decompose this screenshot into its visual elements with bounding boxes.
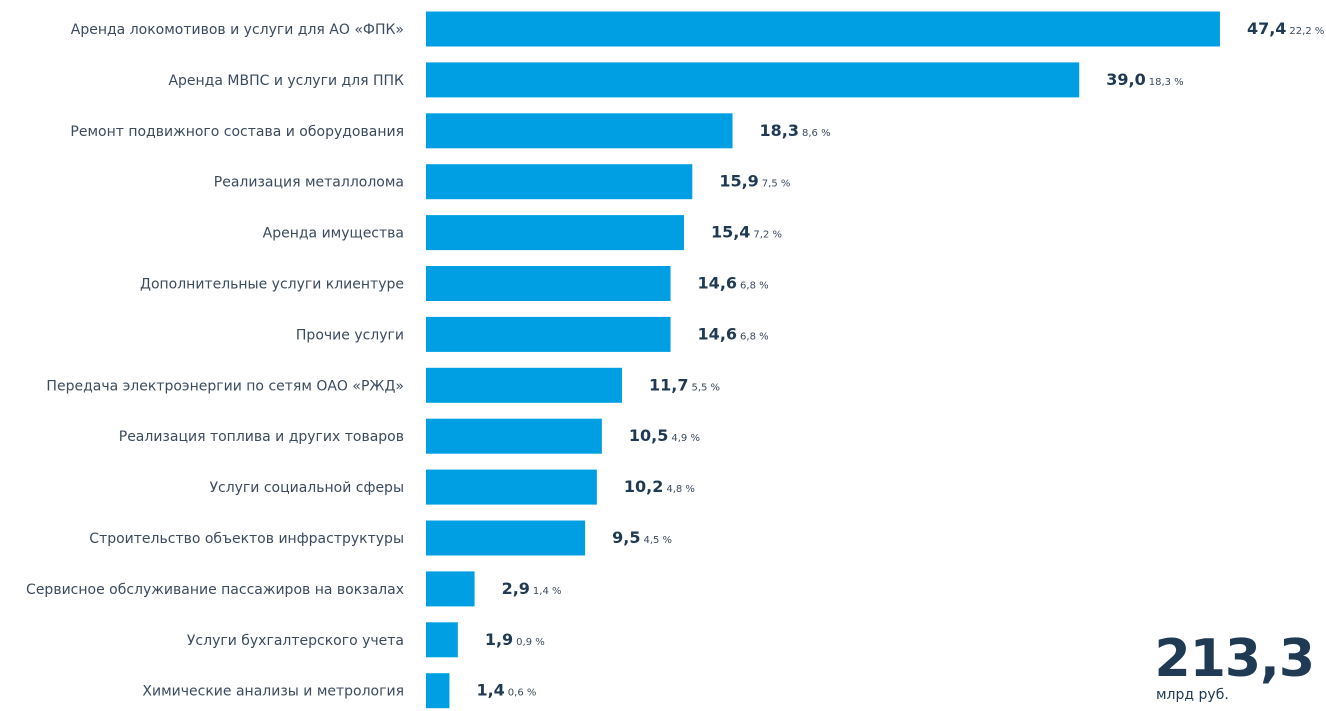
category-label: Сервисное обслуживание пассажиров на вок… [26, 582, 404, 598]
category-label: Реализация металлолома [214, 175, 404, 191]
category-label: Услуги бухгалтерского учета [187, 633, 404, 649]
percent-label: 0,6 % [508, 688, 537, 699]
value-label: 2,9 [502, 579, 530, 598]
data-label: 14,6 6,8 % [698, 324, 769, 343]
bar [426, 418, 602, 454]
bar [426, 62, 1080, 98]
value-label: 1,4 [476, 681, 504, 700]
data-label: 1,9 0,9 % [485, 630, 545, 649]
value-label: 15,9 [719, 172, 758, 191]
bar [426, 11, 1220, 47]
percent-label: 4,8 % [666, 484, 695, 495]
category-label: Реализация топлива и других товаров [119, 429, 404, 445]
percent-label: 5,5 % [691, 382, 720, 393]
percent-label: 0,9 % [516, 637, 545, 648]
data-label: 14,6 6,8 % [698, 274, 769, 293]
category-label: Услуги социальной сферы [209, 480, 404, 496]
bar [426, 316, 671, 352]
value-label: 18,3 [760, 121, 799, 140]
category-label: Строительство объектов инфраструктуры [89, 531, 404, 547]
category-label: Аренда локомотивов и услуги для АО «ФПК» [71, 22, 404, 38]
data-label: 9,5 4,5 % [612, 528, 672, 547]
data-label: 11,7 5,5 % [649, 375, 720, 394]
total-unit: млрд руб. [1156, 687, 1229, 703]
data-label: 39,0 18,3 % [1106, 70, 1183, 89]
bar [426, 113, 733, 149]
category-label: Аренда имущества [263, 226, 404, 242]
bar [426, 622, 458, 658]
bar [426, 164, 693, 200]
category-label: Аренда МВПС и услуги для ППК [168, 73, 404, 89]
value-label: 47,4 [1247, 19, 1286, 38]
category-label: Химические анализы и метрология [142, 684, 404, 700]
bar [426, 571, 475, 607]
percent-label: 7,2 % [753, 230, 782, 241]
data-label: 10,2 4,8 % [624, 477, 695, 496]
value-label: 14,6 [698, 324, 737, 343]
data-label: 2,9 1,4 % [502, 579, 562, 598]
data-label: 18,3 8,6 % [760, 121, 831, 140]
value-label: 39,0 [1106, 70, 1145, 89]
total-value: 213,3 [1154, 629, 1315, 689]
bar [426, 266, 671, 301]
data-label: 15,4 7,2 % [711, 223, 782, 242]
data-label: 1,4 0,6 % [476, 681, 536, 700]
bar [426, 673, 450, 709]
percent-label: 1,4 % [533, 586, 562, 597]
value-label: 10,2 [624, 477, 663, 496]
data-label: 47,4 22,2 % [1247, 19, 1324, 38]
bar [426, 469, 597, 505]
value-label: 9,5 [612, 528, 640, 547]
total-block: 213,3 млрд руб. [1144, 629, 1315, 711]
data-label: 10,5 4,9 % [629, 426, 700, 445]
value-label: 15,4 [711, 223, 750, 242]
value-label: 10,5 [629, 426, 668, 445]
percent-label: 7,5 % [762, 179, 791, 190]
value-label: 14,6 [698, 274, 737, 293]
bar [426, 367, 622, 403]
percent-label: 6,8 % [740, 331, 769, 342]
percent-label: 22,2 % [1289, 26, 1324, 37]
bar [426, 520, 586, 556]
category-label: Дополнительные услуги клиентуре [140, 277, 404, 293]
category-label: Ремонт подвижного состава и оборудования [70, 124, 404, 140]
percent-label: 4,9 % [671, 433, 700, 444]
percent-label: 6,8 % [740, 281, 769, 292]
percent-label: 8,6 % [802, 128, 831, 139]
percent-label: 4,5 % [643, 535, 672, 546]
value-label: 1,9 [485, 630, 513, 649]
bar [426, 215, 684, 251]
category-label: Передача электроэнергии по сетям ОАО «РЖ… [46, 378, 404, 394]
value-label: 11,7 [649, 375, 688, 394]
category-label: Прочие услуги [296, 327, 404, 343]
percent-label: 18,3 % [1149, 77, 1184, 88]
data-label: 15,9 7,5 % [719, 172, 790, 191]
